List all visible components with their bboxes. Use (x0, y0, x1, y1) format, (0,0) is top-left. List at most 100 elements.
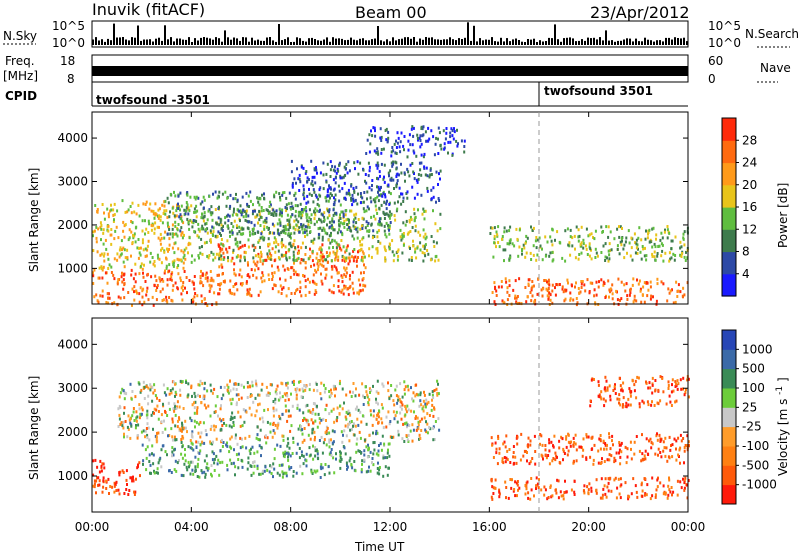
power-cell (644, 237, 647, 241)
power-cell (340, 239, 343, 242)
power-cell (609, 230, 612, 234)
velocity-cell (592, 458, 595, 462)
power-cell (393, 142, 396, 146)
power-cell (426, 139, 429, 143)
power-cell (592, 236, 594, 239)
velocity-cell (505, 456, 508, 460)
velocity-cell (298, 456, 301, 460)
velocity-cell (153, 407, 156, 411)
power-cell (579, 243, 582, 247)
velocity-cell (385, 415, 388, 419)
power-cell (215, 252, 218, 256)
power-cell (348, 256, 351, 260)
power-cell (573, 234, 576, 238)
velocity-cell (231, 416, 234, 420)
power-cell (380, 148, 383, 151)
power-cell (92, 230, 95, 234)
power-cell (150, 223, 153, 227)
velocity-cell (248, 434, 251, 438)
velocity-cell (675, 447, 677, 451)
velocity-cell (249, 395, 252, 398)
power-cell (292, 258, 295, 262)
power-cell (385, 207, 388, 211)
power-cell (554, 286, 556, 290)
power-cell (356, 236, 359, 240)
power-cell (201, 245, 203, 249)
power-cell (298, 251, 300, 255)
power-cell (234, 197, 237, 201)
velocity-cell (191, 430, 194, 434)
power-cell (445, 131, 448, 135)
velocity-cell (586, 485, 589, 489)
velocity-cell (554, 451, 557, 455)
nsky-bar (578, 40, 580, 45)
power-cell (279, 277, 281, 281)
velocity-cell (271, 435, 274, 439)
velocity-cell (560, 494, 563, 498)
nsky-bar (161, 40, 163, 45)
power-cell (236, 213, 239, 217)
velocity-cell (233, 415, 236, 419)
power-cell (415, 178, 418, 182)
power-cell (376, 195, 379, 199)
power-cell (549, 235, 552, 239)
power-cell (168, 263, 171, 267)
power-cell (152, 209, 155, 213)
velocity-cell (529, 439, 532, 443)
power-cell (232, 250, 235, 254)
velocity-cell (366, 393, 369, 397)
velocity-cell (143, 385, 146, 389)
velocity-cell (154, 434, 157, 438)
nsky-bar (392, 37, 394, 45)
velocity-cell (378, 468, 381, 472)
power-cell (131, 241, 134, 244)
power-cell (385, 202, 388, 206)
velocity-cell (182, 436, 185, 440)
power-cell (345, 191, 348, 195)
power-cell (142, 271, 144, 275)
power-cell (141, 295, 144, 299)
power-cell (173, 242, 176, 246)
power-cell (561, 285, 564, 289)
velocity-cell (651, 376, 654, 380)
power-cell (535, 236, 538, 239)
velocity-cell (682, 387, 684, 391)
velocity-cell (211, 450, 214, 454)
velocity-cell (644, 492, 647, 496)
power-cell (328, 254, 331, 258)
power-cell (284, 206, 287, 209)
nsky-bar (377, 26, 379, 45)
velocity-cell (619, 443, 622, 447)
velocity-cell (679, 446, 682, 450)
velocity-cell (585, 433, 588, 437)
velocity-cell (170, 471, 173, 474)
power-cell (200, 237, 203, 241)
power-cell (241, 195, 244, 199)
velocity-cell (433, 407, 436, 411)
velocity-cell (138, 382, 141, 386)
power-cell (180, 292, 183, 296)
velocity-cell (635, 435, 638, 438)
velocity-cell (340, 457, 343, 461)
power-cell (352, 256, 355, 260)
power-cell (356, 291, 359, 295)
power-colorbar-swatch (722, 184, 736, 208)
power-cell (323, 228, 326, 232)
power-cell (404, 223, 407, 227)
power-cell (155, 298, 158, 302)
velocity-cell (221, 424, 224, 427)
velocity-cell (241, 437, 243, 441)
velocity-cell (92, 459, 95, 463)
power-cell (452, 137, 455, 141)
power-cell (237, 254, 239, 258)
velocity-cell (310, 470, 313, 474)
velocity-cell (548, 441, 551, 445)
power-cell (294, 204, 297, 208)
power-cell (423, 252, 426, 256)
power-cell (271, 271, 274, 275)
power-cell (229, 234, 231, 238)
power-cell (179, 276, 182, 280)
velocity-cell (494, 478, 497, 482)
velocity-cell (622, 381, 625, 385)
velocity-cell (638, 402, 641, 406)
